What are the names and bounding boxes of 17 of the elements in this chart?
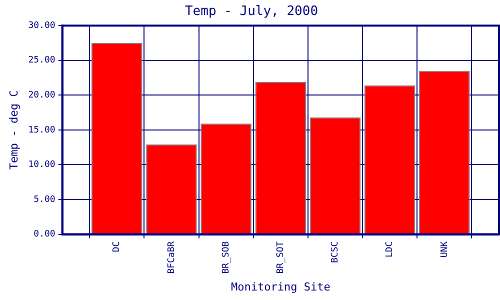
y-tick-label: 15.00 [28,125,56,136]
chart-title: Temp - July, 2000 [184,4,318,20]
x-tick-label: BR_SOT [276,240,286,274]
x-tick-label: BR_SOB [221,241,232,274]
x-tick-label: DC [112,241,122,252]
x-tick-label: UNK [440,240,450,258]
x-tick-label: LDC [385,241,396,258]
y-tick-label: 0.00 [34,230,56,240]
x-tick-label: BCSC [330,241,341,263]
y-tick-label: 30.00 [28,20,56,31]
y-tick-label: 5.00 [34,194,56,205]
y-tick-label: 25.00 [28,56,56,66]
y-tick-label: 10.00 [28,160,56,170]
y-tick-label: 20.00 [28,90,56,101]
x-tick-label: BFCaBR [166,240,177,274]
y-axis-title: Temp - deg C [7,90,20,170]
x-axis-title: Monitoring Site [230,280,330,294]
